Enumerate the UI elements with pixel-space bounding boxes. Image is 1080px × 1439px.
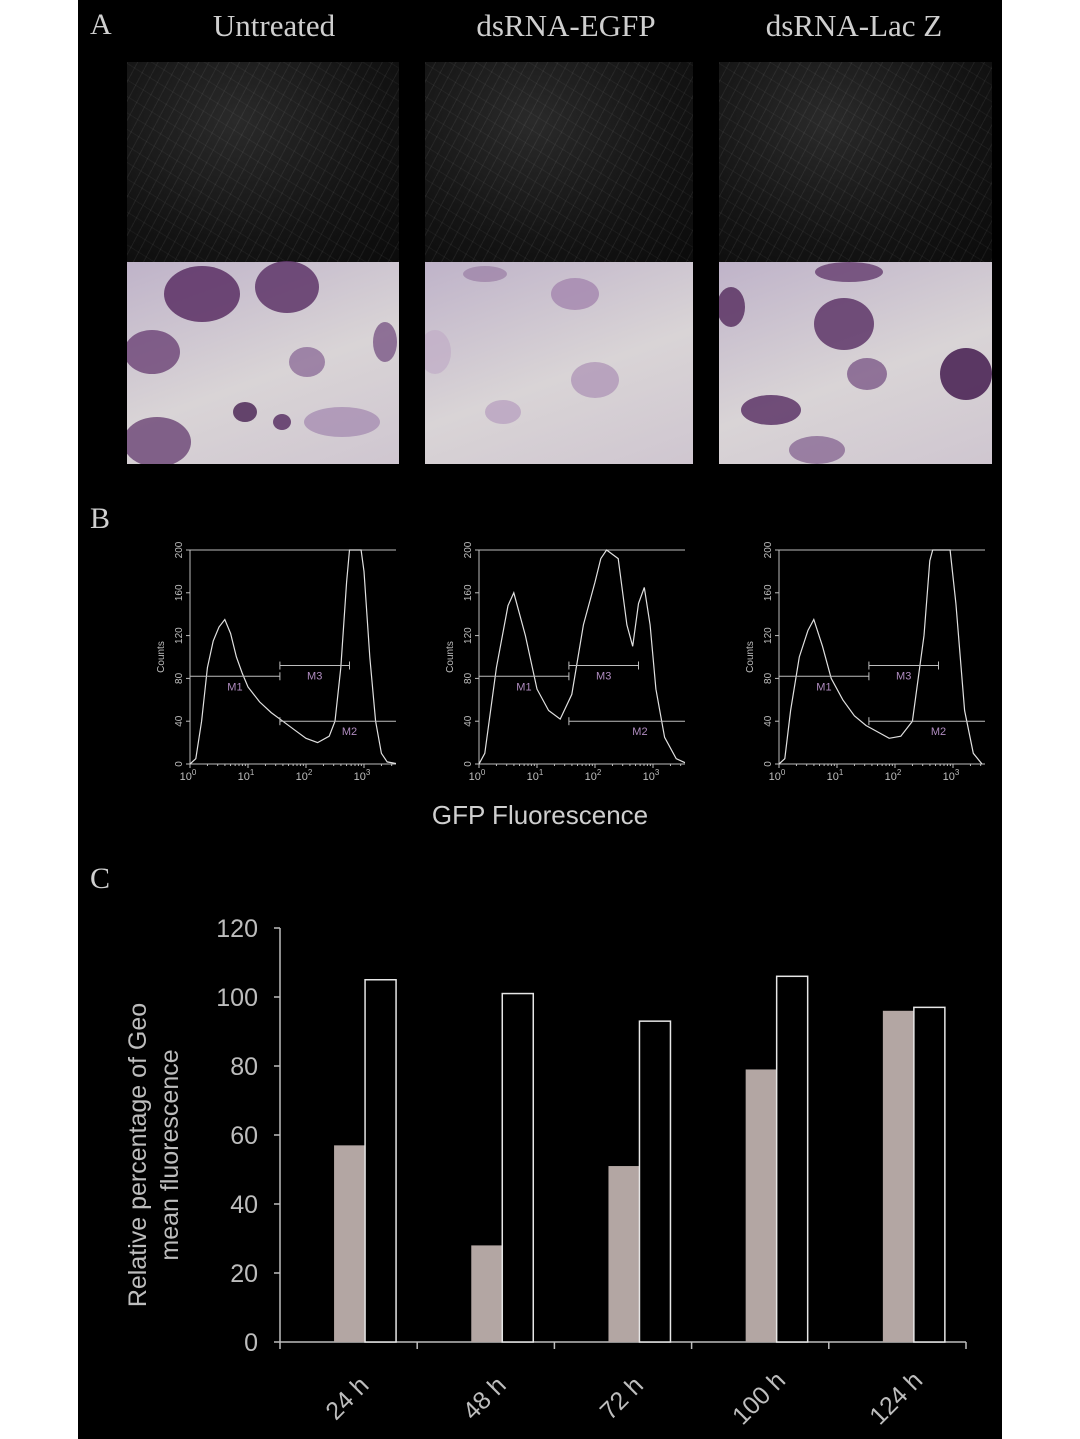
stained-colonies xyxy=(127,261,397,464)
y-axis-label: mean fluorescence xyxy=(156,1049,184,1260)
x-tick-label: 101 xyxy=(527,768,544,783)
x-tick-label: 124 h xyxy=(864,1366,928,1430)
y-tick-label: 0 xyxy=(763,761,774,767)
y-tick-label: 200 xyxy=(463,541,474,558)
y-tick-label: 40 xyxy=(174,715,185,727)
y-tick-label: 160 xyxy=(763,584,774,601)
x-tick-label: 102 xyxy=(585,768,602,783)
figure: A Untreated dsRNA-EGFP dsRNA-Lac Z xyxy=(78,0,1002,1439)
y-tick-label: 80 xyxy=(763,672,774,684)
y-tick-label: 120 xyxy=(763,627,774,644)
micrograph-untreated xyxy=(127,62,399,464)
x-tick-label: 24 h xyxy=(320,1371,374,1425)
x-tick-label: 102 xyxy=(885,768,902,783)
marker-label: M2 xyxy=(632,726,647,738)
x-tick-label: 102 xyxy=(296,768,313,783)
y-axis-label: Counts xyxy=(445,641,456,673)
fluorescence-image xyxy=(719,62,992,262)
fluorescence-image xyxy=(127,62,399,262)
panel-b-letter: B xyxy=(90,502,111,535)
y-tick-label: 40 xyxy=(463,715,474,727)
x-tick-label: 100 xyxy=(180,768,197,783)
x-tick-label: 100 xyxy=(769,768,786,783)
y-tick-label: 200 xyxy=(763,541,774,558)
y-tick-label: 160 xyxy=(174,584,185,601)
bar-outline xyxy=(364,979,397,1343)
bar-outline xyxy=(913,1006,946,1343)
x-tick-label: 103 xyxy=(643,768,660,783)
y-tick-label: 60 xyxy=(230,1122,258,1150)
y-tick-label: 160 xyxy=(463,584,474,601)
bar-chart: 0 20 40 60 80 100 120 Relative percentage of Ge… xyxy=(124,915,967,1430)
marker-label: M2 xyxy=(931,726,946,738)
y-tick-label: 80 xyxy=(230,1053,258,1081)
column-title-dsrna-lacz: dsRNA-Lac Z xyxy=(765,8,943,43)
x-tick-label: 101 xyxy=(827,768,844,783)
bar-outline xyxy=(638,1020,672,1343)
panel-a-letter: A xyxy=(90,8,112,41)
x-tick-label: 72 h xyxy=(595,1371,649,1425)
histogram-curve xyxy=(778,549,983,765)
bar-filled xyxy=(745,1069,777,1342)
bar-filled xyxy=(882,1010,914,1342)
y-tick-label: 40 xyxy=(230,1191,258,1219)
bar-filled xyxy=(334,1145,366,1342)
bar-outline xyxy=(775,975,809,1343)
marker-label: M1 xyxy=(227,681,242,693)
y-tick-label: 40 xyxy=(763,715,774,727)
y-tick-label: 20 xyxy=(230,1260,258,1288)
marker-label: M2 xyxy=(342,726,357,738)
x-tick-label: 101 xyxy=(238,768,255,783)
column-title-untreated: Untreated xyxy=(212,8,336,43)
marker-label: M3 xyxy=(307,671,322,683)
y-tick-label: 120 xyxy=(174,627,185,644)
marker-label: M3 xyxy=(896,671,911,683)
y-tick-label: 80 xyxy=(463,672,474,684)
flow-histogram-dsrna-egfp: 04080120160200Counts100101102103104M1M2M… xyxy=(445,541,685,783)
marker-label: M3 xyxy=(596,671,611,683)
stained-colonies xyxy=(719,262,992,464)
y-tick-label: 0 xyxy=(244,1329,258,1357)
marker-label: M1 xyxy=(516,681,531,693)
stained-colonies xyxy=(425,266,619,424)
marker-label: M1 xyxy=(816,681,831,693)
column-title-dsrna-egfp: dsRNA-EGFP xyxy=(476,8,656,43)
flow-histogram-dsrna-lacz: 04080120160200Counts100101102103104M1M2M… xyxy=(745,541,985,783)
y-tick-label: 0 xyxy=(463,761,474,767)
histogram-curve xyxy=(478,549,685,765)
y-tick-label: 120 xyxy=(463,627,474,644)
x-tick-label: 103 xyxy=(354,768,371,783)
y-tick-label: 80 xyxy=(174,672,185,684)
y-tick-label: 0 xyxy=(174,761,185,767)
plot-frame xyxy=(478,549,685,765)
x-tick-label: 48 h xyxy=(457,1371,511,1425)
x-tick-label: 100 xyxy=(469,768,486,783)
bar-outline xyxy=(501,992,535,1343)
panel-c-letter: C xyxy=(90,862,111,895)
x-tick-label: 103 xyxy=(943,768,960,783)
y-tick-label: 100 xyxy=(216,984,258,1012)
bar-filled xyxy=(608,1166,640,1342)
histogram-curve xyxy=(189,549,396,765)
flow-histogram-untreated: 04080120160200Counts100101102103104M1M2M… xyxy=(156,541,396,783)
flow-xaxis-caption: GFP Fluorescence xyxy=(431,800,649,830)
y-axis-label: Counts xyxy=(156,641,167,673)
y-axis-label: Relative percentage of Geo xyxy=(124,1003,152,1307)
y-tick-label: 120 xyxy=(216,915,258,943)
x-tick-label: 100 h xyxy=(727,1366,791,1430)
bar-filled xyxy=(471,1245,503,1342)
micrograph-dsrna-egfp xyxy=(425,62,693,464)
y-tick-label: 200 xyxy=(174,541,185,558)
micrograph-dsrna-lacz xyxy=(719,62,992,466)
fluorescence-image xyxy=(425,62,693,262)
y-axis-label: Counts xyxy=(745,641,756,673)
